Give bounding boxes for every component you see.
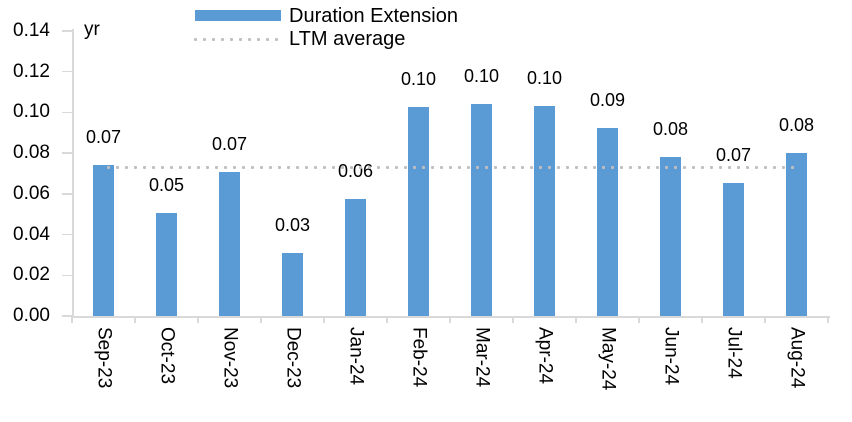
- bar: [534, 106, 555, 316]
- y-axis-tick: [62, 274, 72, 277]
- y-axis-unit-label: yr: [84, 19, 100, 40]
- x-axis-tick: [638, 316, 640, 323]
- bar-value-label: 0.10: [463, 66, 500, 87]
- y-axis-tick-label: 0.00: [13, 305, 50, 326]
- y-axis-tick: [62, 315, 72, 317]
- bar: [786, 153, 807, 316]
- bar: [156, 213, 177, 316]
- y-axis-tick-label: 0.12: [13, 60, 50, 82]
- bar: [660, 157, 681, 316]
- x-axis-tick: [575, 316, 577, 323]
- x-axis-tick: [764, 316, 766, 323]
- bar-value-label: 0.08: [652, 119, 689, 140]
- x-axis-tick: [701, 316, 703, 323]
- bar: [408, 107, 429, 316]
- y-axis-tick: [62, 193, 72, 195]
- x-axis-label: Jan-24: [345, 327, 367, 386]
- legend-label-duration-extension: Duration Extension: [289, 4, 458, 27]
- bar-value-label: 0.03: [274, 214, 311, 235]
- x-axis-tick: [71, 316, 73, 323]
- legend-item-duration-extension: Duration Extension: [195, 3, 458, 28]
- bar: [219, 172, 240, 316]
- x-axis-tick: [827, 316, 829, 323]
- x-axis-label: Jul-24: [723, 327, 745, 379]
- y-axis-tick: [62, 152, 72, 154]
- x-axis-tick: [386, 316, 388, 323]
- bar-value-label: 0.05: [148, 175, 185, 196]
- bar: [471, 104, 492, 316]
- bar-value-label: 0.07: [211, 134, 248, 155]
- x-axis-tick: [512, 316, 514, 323]
- x-axis-tick: [260, 316, 262, 323]
- legend-label-ltm-average: LTM average: [289, 28, 406, 50]
- bar: [345, 198, 366, 316]
- bar: [282, 252, 303, 316]
- bar: [597, 127, 618, 316]
- y-axis-line: [72, 29, 74, 318]
- x-axis-line: [72, 316, 830, 318]
- x-axis-label: Aug-24: [786, 327, 808, 389]
- bar-swatch-icon: [195, 10, 281, 21]
- y-axis-tick: [62, 70, 72, 73]
- bar-value-label: 0.10: [526, 68, 563, 89]
- x-axis-label: Feb-24: [408, 327, 430, 388]
- x-axis-label: May-24: [597, 327, 619, 391]
- y-axis-tick: [62, 30, 72, 32]
- legend-item-ltm-average: LTM average: [191, 28, 458, 50]
- y-axis-tick: [62, 111, 72, 114]
- x-axis-label: Oct-23: [156, 327, 178, 385]
- bar-value-label: 0.08: [778, 115, 815, 136]
- x-axis-label: Dec-23: [282, 327, 304, 389]
- dotted-line-swatch-icon: [191, 37, 281, 41]
- x-axis-label: Mar-24: [471, 327, 493, 388]
- bar: [723, 182, 744, 316]
- x-axis-tick: [323, 316, 325, 323]
- y-axis-tick: [62, 233, 72, 236]
- y-axis-tick-label: 0.08: [13, 142, 50, 164]
- ltm-average-line: [103, 165, 797, 169]
- y-axis-tick-label: 0.06: [13, 182, 50, 204]
- y-axis-tick-label: 0.14: [13, 20, 50, 41]
- x-axis-label: Apr-24: [534, 327, 556, 385]
- bar-value-label: 0.07: [715, 144, 752, 165]
- x-axis-tick: [449, 316, 451, 323]
- bar-value-label: 0.07: [85, 127, 122, 148]
- x-axis-tick: [197, 316, 199, 323]
- bar-value-label: 0.10: [400, 69, 437, 90]
- bar-value-label: 0.09: [589, 89, 626, 110]
- legend: Duration Extension LTM average: [191, 3, 458, 50]
- y-axis-tick-label: 0.10: [13, 101, 50, 123]
- bar-value-label: 0.06: [337, 160, 374, 181]
- bar: [93, 165, 114, 316]
- y-axis-tick-label: 0.04: [13, 223, 50, 245]
- x-axis-label: Sep-23: [93, 327, 115, 389]
- x-axis-label: Jun-24: [660, 327, 682, 386]
- x-axis-label: Nov-23: [219, 327, 241, 389]
- y-axis-tick-label: 0.02: [13, 264, 50, 286]
- x-axis-tick: [134, 316, 136, 323]
